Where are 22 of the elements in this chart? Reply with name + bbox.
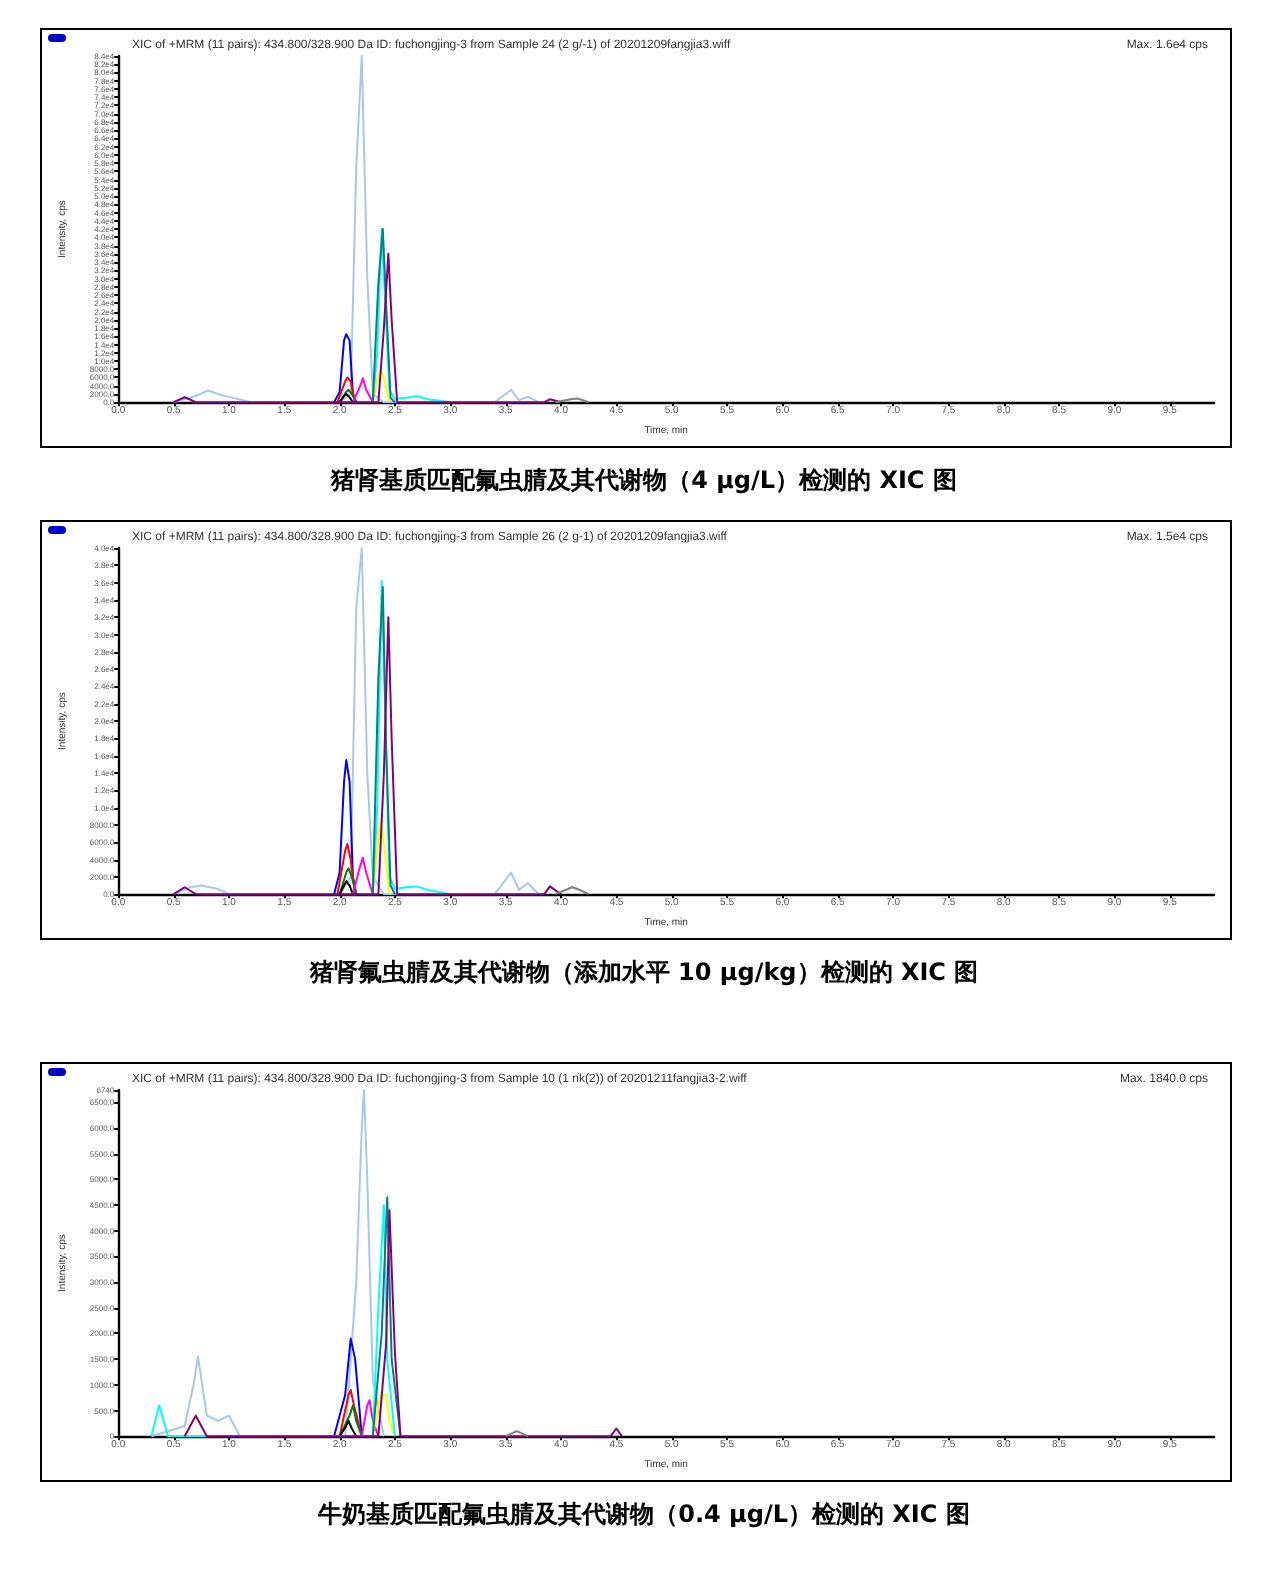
line-series	[371, 228, 396, 404]
text: 猪肾基质匹配氟虫腈及其代谢物（4 μg/L）检测的 XIC 图	[328, 464, 959, 498]
line-series	[338, 1388, 363, 1438]
line-series	[336, 843, 357, 896]
line-series	[172, 616, 562, 896]
line-series	[150, 1089, 385, 1438]
line-series	[338, 867, 358, 896]
line-series	[371, 585, 396, 896]
line-series	[360, 1399, 380, 1438]
line-series	[351, 856, 374, 896]
line-series	[172, 252, 562, 404]
line-series	[183, 1209, 623, 1438]
line-series	[351, 377, 374, 404]
line-series	[371, 1196, 402, 1438]
line-series	[333, 759, 358, 896]
line-series	[338, 1404, 363, 1438]
line-series	[333, 333, 358, 404]
text: 牛奶基质匹配氟虫腈及其代谢物（0.4 μg/L）检测的 XIC 图	[316, 1498, 972, 1532]
line-series	[371, 817, 391, 896]
line-series	[371, 368, 391, 404]
line-series	[333, 1337, 363, 1438]
text: 猪肾氟虫腈及其代谢物（添加水平 10 μg/kg）检测的 XIC 图	[307, 956, 981, 990]
